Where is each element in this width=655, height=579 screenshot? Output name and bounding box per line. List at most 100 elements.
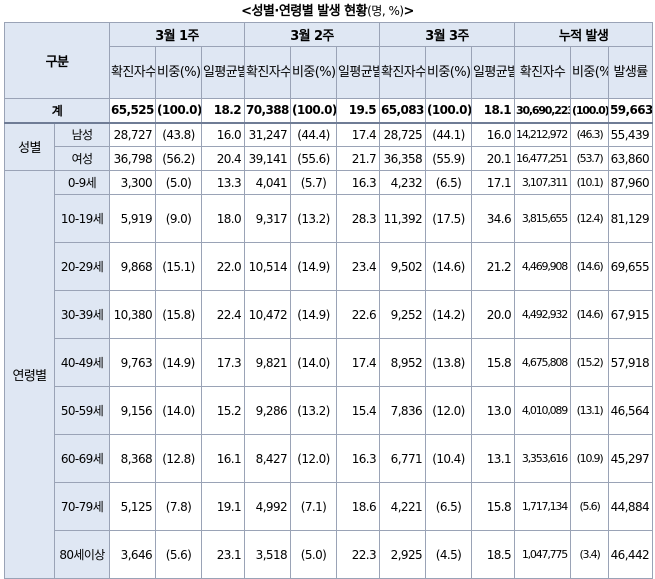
header-week1: 3월 1주: [109, 22, 246, 47]
table-cell: (5.0): [155, 170, 203, 195]
header-share: 비중(%): [155, 46, 203, 99]
table-cell: (12.0): [425, 386, 473, 435]
table-cell: (43.8): [155, 122, 203, 147]
table-cell: (17.5): [425, 194, 473, 243]
table-cell: (5.7): [290, 170, 338, 195]
table-cell: (12.4): [570, 194, 610, 243]
table-cell: (5.6): [155, 530, 203, 579]
table-cell: 21.2: [471, 242, 516, 291]
table-cell: 16.3: [336, 434, 381, 483]
table-cell: 16.0: [471, 122, 516, 147]
group-label-age: 연령별: [4, 170, 55, 579]
table-cell: 4,675,808: [514, 338, 572, 387]
table-cell: 4,492,932: [514, 290, 572, 339]
table-cell: 18.5: [471, 530, 516, 579]
table-cell: 15.8: [471, 482, 516, 531]
table-cell: 67,915: [608, 290, 654, 339]
table-cell: 17.3: [201, 338, 246, 387]
table-cell: (14.0): [290, 338, 338, 387]
caption-close: >: [403, 4, 415, 19]
table-cell: 3,815,655: [514, 194, 572, 243]
table-cell: (5.6): [570, 482, 610, 531]
table-cell: 16.0: [201, 122, 246, 147]
table-row: 20-29세 9,868 (15.1) 22.0 10,514 (14.9) 23.4 9,5…: [5, 242, 654, 291]
table-row: 60-69세 8,368 (12.8) 16.1 8,427 (12.0) 16.3 6,77…: [5, 434, 654, 483]
table-row: 연령별 0-9세 3,300 (5.0) 13.3 4,041 (5.7) 16.3 4,232…: [4, 170, 654, 579]
table-cell: (53.7): [570, 146, 610, 171]
table-cell: 9,868: [109, 242, 157, 291]
row-label: 30-39세: [53, 290, 111, 339]
table-cell: 16,477,251: [514, 146, 572, 171]
table-cell: 15.8: [471, 338, 516, 387]
table-cell: (5.0): [290, 530, 338, 579]
table-cell: 46,564: [608, 386, 654, 435]
table-cell: 8,368: [109, 434, 157, 483]
table-cell: 11,392: [379, 194, 427, 243]
row-label: 남성: [53, 122, 111, 147]
table-cell: 9,502: [379, 242, 427, 291]
table-cell: 57,918: [608, 338, 654, 387]
table-cell: (10.4): [425, 434, 473, 483]
header-rate: 일평균발생률: [336, 46, 381, 99]
table-cell: 7,836: [379, 386, 427, 435]
table-cell: 2,925: [379, 530, 427, 579]
header-cases: 확진자수: [109, 46, 157, 99]
row-label: 40-49세: [53, 338, 111, 387]
table-cell: 18.6: [336, 482, 381, 531]
table-cell: 4,041: [244, 170, 292, 195]
table-cell: (14.9): [290, 242, 338, 291]
row-label: 50-59세: [53, 386, 111, 435]
table-cell: 9,286: [244, 386, 292, 435]
table-cell: 9,763: [109, 338, 157, 387]
table-cell: 28,727: [109, 122, 157, 147]
table-cell: 30,690,223: [514, 98, 572, 124]
table-cell: 1,047,775: [514, 530, 572, 579]
table-cell: (44.1): [425, 122, 473, 147]
caption-unit: (명, %): [367, 4, 404, 18]
table-cell: (14.6): [425, 242, 473, 291]
table-cell: 65,083: [379, 98, 427, 124]
group-label-sex: 성별: [4, 122, 55, 171]
table-cell: 17.1: [471, 170, 516, 195]
table-cell: 21.7: [336, 146, 381, 171]
header-cases: 확진자수: [244, 46, 292, 99]
header-share: 비중(%): [290, 46, 338, 99]
table-cell: (14.9): [290, 290, 338, 339]
table-cell: (15.8): [155, 290, 203, 339]
table-cell: 20.0: [471, 290, 516, 339]
header-share: 비중(%): [425, 46, 473, 99]
table-cell: 10,472: [244, 290, 292, 339]
table-cell: 13.0: [471, 386, 516, 435]
table-cell: (6.5): [425, 170, 473, 195]
table-cell: 4,221: [379, 482, 427, 531]
table-cell: 1,717,134: [514, 482, 572, 531]
header-rate: 발생률: [608, 46, 654, 99]
table-cell: 16.1: [201, 434, 246, 483]
table-cell: (14.9): [155, 338, 203, 387]
table-cell: 4,992: [244, 482, 292, 531]
table-row: 성별 남성 28,727 (43.8) 16.0 31,247 (44.4) 17.4 28,7…: [4, 122, 654, 171]
table-cell: 81,129: [608, 194, 654, 243]
table-cell: (12.0): [290, 434, 338, 483]
row-label: 60-69세: [53, 434, 111, 483]
table-cell: 13.1: [471, 434, 516, 483]
header-cases: 확진자수: [514, 46, 572, 99]
table-cell: 19.1: [201, 482, 246, 531]
header-subcolumns: 확진자수비중(%)일평균발생률확진자수비중(%)일평균발생률확진자수비중(%)일…: [5, 46, 654, 99]
header-rate: 일평균발생률: [471, 46, 516, 99]
table-cell: 17.4: [336, 122, 381, 147]
table-cell: 23.1: [201, 530, 246, 579]
table-cell: (15.2): [570, 338, 610, 387]
table-cell: (6.5): [425, 482, 473, 531]
table-cell: (7.8): [155, 482, 203, 531]
table-cell: (7.1): [290, 482, 338, 531]
table-cell: (14.6): [570, 242, 610, 291]
table-cell: 63,860: [608, 146, 654, 171]
row-label: 여성: [53, 146, 111, 171]
table-cell: 22.0: [201, 242, 246, 291]
table-cell: 22.6: [336, 290, 381, 339]
table-cell: 8,952: [379, 338, 427, 387]
table-cell: 14,212,972: [514, 122, 572, 147]
table-cell: 44,884: [608, 482, 654, 531]
table-cell: (55.6): [290, 146, 338, 171]
